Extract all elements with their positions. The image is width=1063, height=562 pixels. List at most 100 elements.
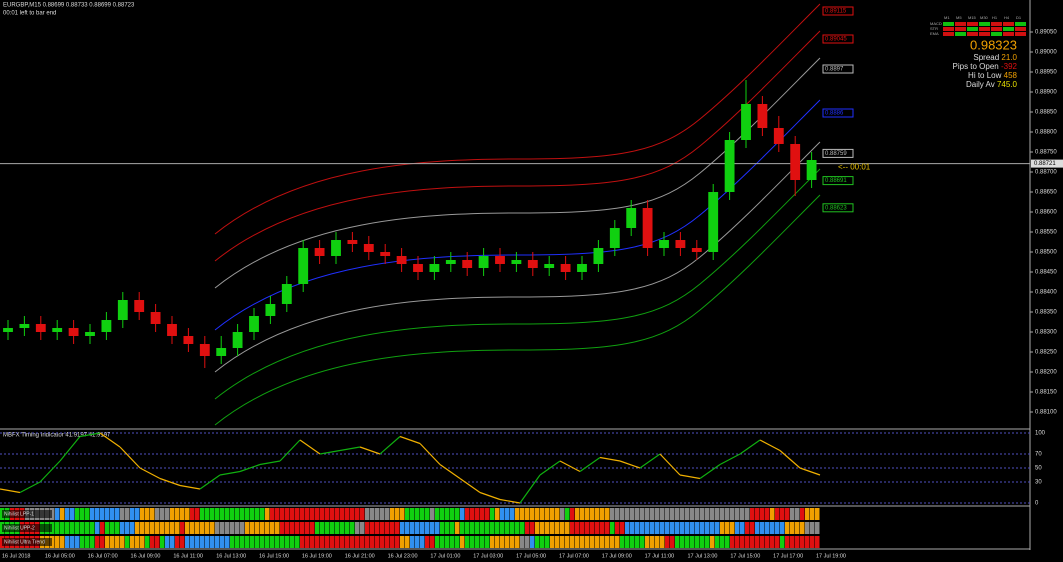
heat-cell bbox=[195, 508, 200, 520]
heat-cell bbox=[540, 522, 545, 534]
info-label: Daily Av bbox=[966, 80, 995, 89]
heat-cell bbox=[685, 508, 690, 520]
heat-cell bbox=[695, 536, 700, 548]
time-label: 16 Jul 07:00 bbox=[88, 553, 118, 559]
tf-cell bbox=[955, 32, 966, 36]
heat-cell bbox=[550, 508, 555, 520]
heat-cell bbox=[265, 508, 270, 520]
heat-cell bbox=[295, 508, 300, 520]
heat-cell bbox=[655, 536, 660, 548]
heat-cell bbox=[710, 522, 715, 534]
heat-cell bbox=[230, 536, 235, 548]
heat-cell bbox=[230, 508, 235, 520]
heat-cell bbox=[450, 522, 455, 534]
heat-cell bbox=[345, 536, 350, 548]
heat-cell bbox=[690, 508, 695, 520]
heat-cell bbox=[340, 536, 345, 548]
heat-cell bbox=[325, 508, 330, 520]
heat-cell bbox=[310, 536, 315, 548]
heat-cell bbox=[455, 536, 460, 548]
tf-header: M15 bbox=[968, 15, 977, 20]
time-label: 17 Jul 07:00 bbox=[559, 553, 589, 559]
osc-line bbox=[99, 432, 121, 448]
heat-cell bbox=[590, 508, 595, 520]
level-box bbox=[822, 203, 854, 213]
candle-body bbox=[363, 244, 374, 252]
heat-cell bbox=[200, 536, 205, 548]
band bbox=[214, 194, 821, 426]
heat-cell bbox=[415, 536, 420, 548]
heat-cell bbox=[260, 536, 265, 548]
heat-cell bbox=[230, 522, 235, 534]
heat-cell bbox=[500, 522, 505, 534]
heat-cell bbox=[360, 508, 365, 520]
heat-cell bbox=[60, 536, 65, 548]
heat-cell bbox=[75, 536, 80, 548]
price-tick-label: 0.89000 bbox=[1035, 50, 1057, 56]
tf-cell bbox=[991, 27, 1002, 31]
heat-cell bbox=[525, 536, 530, 548]
heat-cell bbox=[585, 536, 590, 548]
heat-cell bbox=[110, 508, 115, 520]
heat-cell bbox=[790, 522, 795, 534]
time-label: 16 Jul 19:00 bbox=[302, 553, 332, 559]
tf-header: D1 bbox=[1016, 15, 1022, 20]
heat-cell bbox=[225, 508, 230, 520]
heat-cell bbox=[815, 522, 820, 534]
price-tick-label: 0.88850 bbox=[1035, 110, 1057, 116]
heat-cell bbox=[335, 536, 340, 548]
heat-cell bbox=[390, 508, 395, 520]
osc-line bbox=[339, 446, 361, 452]
candle-body bbox=[724, 140, 735, 192]
candle-body bbox=[35, 324, 46, 332]
heat-cell bbox=[355, 536, 360, 548]
heat-cell bbox=[355, 522, 360, 534]
osc-line bbox=[679, 474, 701, 480]
heat-cell bbox=[700, 522, 705, 534]
info-row: Spread 21.0 bbox=[973, 53, 1017, 62]
heat-cell bbox=[365, 508, 370, 520]
price-tick-label: 0.88650 bbox=[1035, 190, 1057, 196]
info-value: 745.0 bbox=[997, 80, 1018, 89]
heat-cell bbox=[495, 508, 500, 520]
osc-line bbox=[399, 435, 421, 445]
heat-cell bbox=[215, 508, 220, 520]
osc-line bbox=[659, 453, 681, 476]
candle-body bbox=[577, 264, 587, 272]
heat-cell bbox=[615, 522, 620, 534]
heat-cell bbox=[685, 536, 690, 548]
heat-cell bbox=[605, 536, 610, 548]
time-label: 17 Jul 15:00 bbox=[730, 553, 760, 559]
price-tick-label: 0.88150 bbox=[1035, 390, 1057, 396]
osc-line bbox=[159, 477, 181, 487]
heat-cell bbox=[295, 536, 300, 548]
heat-cell bbox=[725, 522, 730, 534]
candle-body bbox=[708, 192, 719, 252]
level-box bbox=[822, 108, 854, 118]
heat-cell bbox=[805, 536, 810, 548]
heat-cell bbox=[445, 536, 450, 548]
level-box bbox=[822, 34, 854, 44]
tf-cell bbox=[967, 32, 978, 36]
heat-cell bbox=[345, 508, 350, 520]
heat-cell bbox=[570, 522, 575, 534]
heat-cell bbox=[220, 508, 225, 520]
time-label: 16 Jul 23:00 bbox=[388, 553, 418, 559]
heat-cell bbox=[205, 536, 210, 548]
heat-cell bbox=[420, 536, 425, 548]
heat-cell bbox=[495, 522, 500, 534]
tf-cell bbox=[979, 22, 990, 26]
heat-cell bbox=[785, 508, 790, 520]
info-label: Spread bbox=[973, 53, 999, 62]
heat-cell bbox=[340, 522, 345, 534]
osc-line bbox=[779, 450, 801, 469]
heat-cell bbox=[465, 522, 470, 534]
heat-cell bbox=[760, 536, 765, 548]
heat-cell bbox=[80, 522, 85, 534]
heat-cell bbox=[545, 522, 550, 534]
heat-cell bbox=[145, 522, 150, 534]
candle-body bbox=[134, 300, 145, 312]
heat-cell bbox=[145, 536, 150, 548]
heat-cell bbox=[245, 522, 250, 534]
